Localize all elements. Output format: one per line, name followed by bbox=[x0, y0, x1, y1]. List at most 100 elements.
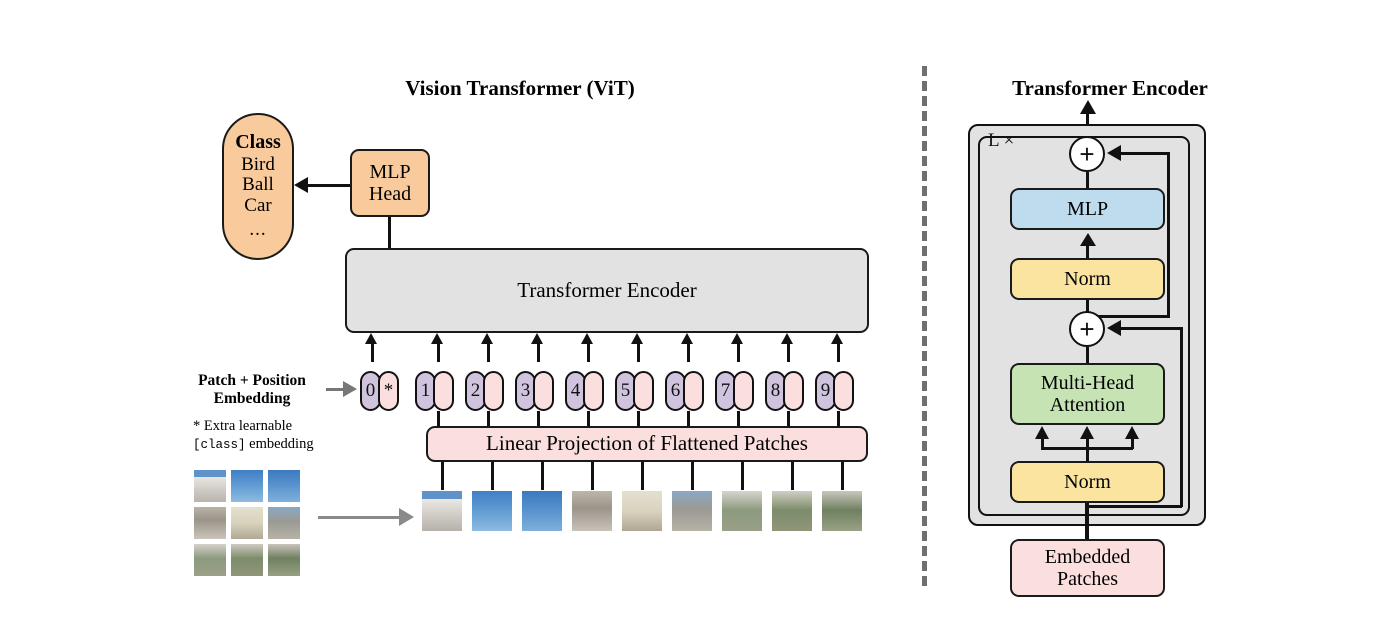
linear-projection-bar: Linear Projection of Flattened Patches bbox=[426, 426, 868, 462]
source-patch-0-2 bbox=[268, 470, 300, 502]
token-8-patch bbox=[783, 371, 804, 411]
layer-repeat-label: L × bbox=[988, 130, 1015, 151]
norm-top-to-mlp-arrowhead bbox=[1080, 233, 1096, 246]
norm-top-to-mlp-line bbox=[1086, 243, 1089, 259]
qkv-k-stem bbox=[1086, 436, 1089, 469]
token-9: 9 bbox=[815, 371, 854, 411]
mlp-head-box: MLP Head bbox=[350, 149, 430, 217]
seq-patch-0 bbox=[422, 491, 462, 531]
token-0: 0 * bbox=[360, 371, 399, 411]
mha-block-line1: Multi-Head bbox=[1040, 371, 1135, 394]
residual-bottom-lower-horizontal bbox=[1086, 505, 1182, 508]
mlp-to-class-line bbox=[308, 184, 352, 187]
embedding-label-line1: Patch + Position bbox=[198, 372, 306, 389]
token-3: 3 bbox=[515, 371, 554, 411]
token-9-patch bbox=[833, 371, 854, 411]
residual-top-vertical bbox=[1167, 152, 1170, 317]
source-image-patch-grid bbox=[194, 470, 300, 578]
embedding-label-arrowhead bbox=[343, 381, 357, 397]
norm-top-block: Norm bbox=[1010, 258, 1165, 300]
embedded-patches-block: Embedded Patches bbox=[1010, 539, 1165, 597]
embedded-patches-line2: Patches bbox=[1056, 568, 1119, 590]
source-patch-2-2 bbox=[268, 544, 300, 576]
multi-head-attention-block: Multi-Head Attention bbox=[1010, 363, 1165, 425]
transformer-encoder-bar-label: Transformer Encoder bbox=[517, 277, 697, 302]
patch-position-embedding-label: Patch + Position Embedding bbox=[182, 372, 322, 409]
norm-top-to-add-bottom-line bbox=[1086, 300, 1089, 320]
seq-patch-6 bbox=[722, 491, 762, 531]
residual-add-top-symbol: + bbox=[1079, 139, 1095, 169]
grid-to-sequence-line bbox=[318, 516, 400, 519]
qkv-q-stem bbox=[1041, 436, 1044, 449]
token-4: 4 bbox=[565, 371, 604, 411]
embedded-to-norm-line bbox=[1085, 503, 1089, 541]
qkv-v-arrowhead bbox=[1125, 426, 1139, 439]
norm-top-block-label: Norm bbox=[1064, 267, 1111, 290]
token-2-patch bbox=[483, 371, 504, 411]
qkv-k-arrowhead bbox=[1080, 426, 1094, 439]
source-patch-1-2 bbox=[268, 507, 300, 539]
token-7-patch bbox=[733, 371, 754, 411]
token-1: 1 bbox=[415, 371, 454, 411]
embedded-patches-line1: Embedded bbox=[1044, 545, 1131, 568]
footnote-line2-suffix: embedding bbox=[245, 435, 314, 452]
add-bottom-to-mha-line bbox=[1086, 347, 1089, 364]
residual-bottom-vertical bbox=[1180, 327, 1183, 507]
footnote-line2: [class] embedding bbox=[193, 436, 363, 454]
extra-learnable-footnote: * Extra learnable [class] embedding bbox=[193, 418, 363, 453]
residual-top-horizontal bbox=[1120, 152, 1170, 155]
class-box-ellipsis: ... bbox=[249, 219, 267, 241]
class-item-2: Car bbox=[244, 194, 272, 216]
class-output-box: Class Bird Ball Car ... bbox=[222, 113, 294, 260]
token-7: 7 bbox=[715, 371, 754, 411]
seq-patch-7 bbox=[772, 491, 812, 531]
token-6: 6 bbox=[665, 371, 704, 411]
seq-patch-1 bbox=[472, 491, 512, 531]
seq-patch-3 bbox=[572, 491, 612, 531]
qkv-q-arrowhead bbox=[1035, 426, 1049, 439]
class-box-heading: Class bbox=[235, 131, 281, 154]
norm-bottom-block: Norm bbox=[1010, 461, 1165, 503]
token-1-patch bbox=[433, 371, 454, 411]
token-2: 2 bbox=[465, 371, 504, 411]
class-item-0: Bird bbox=[241, 153, 275, 175]
mlp-block-label: MLP bbox=[1066, 197, 1109, 220]
residual-bottom-horizontal bbox=[1120, 327, 1182, 330]
residual-top-bottom-horizontal bbox=[1086, 315, 1170, 318]
residual-bottom-arrowhead bbox=[1107, 320, 1121, 336]
embedding-label-line2: Embedding bbox=[213, 390, 291, 408]
residual-add-bottom-symbol: + bbox=[1079, 314, 1095, 344]
source-patch-1-1 bbox=[231, 507, 263, 539]
residual-add-bottom: + bbox=[1069, 311, 1105, 347]
seq-patch-2 bbox=[522, 491, 562, 531]
seq-patch-4 bbox=[622, 491, 662, 531]
seq-patch-8 bbox=[822, 491, 862, 531]
mlp-head-to-encoder-line bbox=[388, 217, 391, 250]
mlp-block: MLP bbox=[1010, 188, 1165, 230]
token-0-patch: * bbox=[378, 371, 399, 411]
token-4-patch bbox=[583, 371, 604, 411]
footnote-class-token: [class] bbox=[193, 437, 246, 452]
seq-patch-5 bbox=[672, 491, 712, 531]
token-8: 8 bbox=[765, 371, 804, 411]
mlp-head-line2: Head bbox=[368, 183, 412, 205]
transformer-encoder-bar: Transformer Encoder bbox=[345, 248, 869, 333]
embedding-label-arrow-line bbox=[326, 388, 344, 391]
add-top-to-mlp-line bbox=[1086, 172, 1089, 189]
source-patch-2-1 bbox=[231, 544, 263, 576]
source-patch-2-0 bbox=[194, 544, 226, 576]
norm-bottom-block-label: Norm bbox=[1064, 470, 1111, 493]
qkv-v-stem bbox=[1131, 436, 1134, 449]
panel-divider bbox=[922, 66, 927, 586]
source-patch-0-0 bbox=[194, 470, 226, 502]
token-5: 5 bbox=[615, 371, 654, 411]
mlp-to-class-arrowhead bbox=[294, 177, 308, 193]
residual-top-arrowhead bbox=[1107, 145, 1121, 161]
grid-to-sequence-arrowhead bbox=[399, 508, 414, 526]
right-panel-title: Transformer Encoder bbox=[1012, 76, 1208, 100]
token-6-patch bbox=[683, 371, 704, 411]
linear-projection-label: Linear Projection of Flattened Patches bbox=[486, 431, 808, 456]
token-5-patch bbox=[633, 371, 654, 411]
token-3-patch bbox=[533, 371, 554, 411]
